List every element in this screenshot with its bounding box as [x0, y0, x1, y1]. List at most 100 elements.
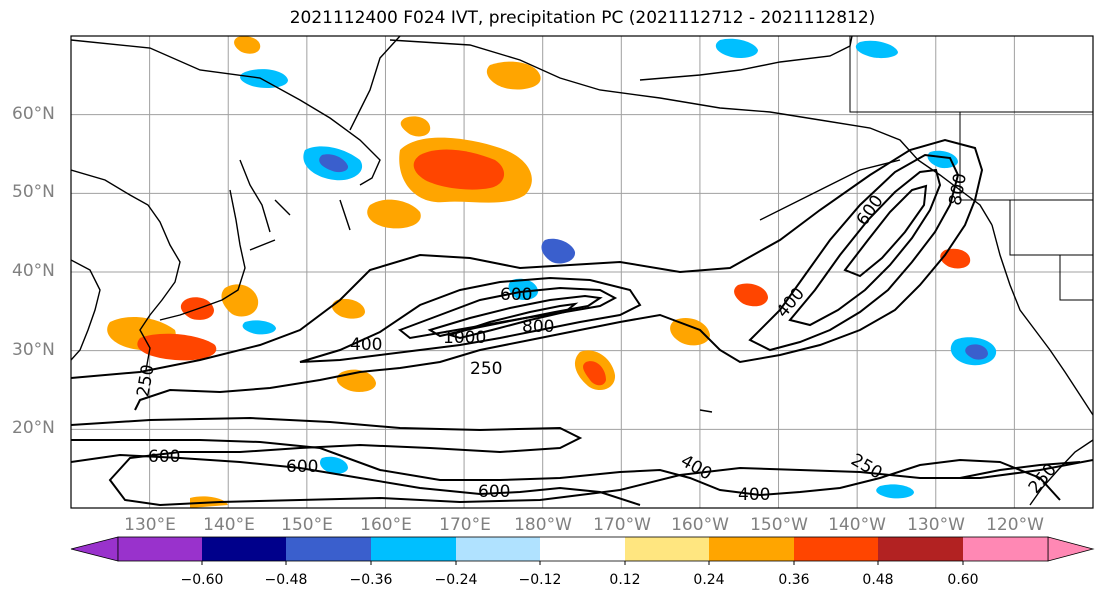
precip-blob: [734, 283, 768, 307]
coastline-shape: [71, 259, 101, 361]
colorbar-segment: [625, 537, 709, 561]
coastline-shape: [159, 189, 246, 321]
border-line: [849, 36, 1093, 301]
ivt-contour-1000: [446, 302, 579, 340]
colorbar-segment: [371, 537, 456, 561]
coastline-shape: [71, 39, 381, 233]
lon-label: 170°E: [439, 515, 491, 535]
lat-label: 20°N: [12, 418, 55, 438]
ivt-contour-600: [788, 168, 942, 327]
lat-label: 60°N: [12, 104, 55, 124]
contour-label: 600: [148, 447, 180, 467]
ivt-contour-400: [299, 276, 642, 363]
lon-label: 130°E: [124, 515, 176, 535]
colorbar-ticks: [201, 561, 964, 565]
precip-blob: [242, 320, 276, 335]
lon-label: 140°W: [828, 515, 886, 535]
colorbar-tick-label: 0.36: [778, 572, 810, 588]
contour-label: 400: [350, 335, 382, 355]
lat-label: 40°N: [12, 261, 55, 281]
lon-label: 150°W: [750, 515, 808, 535]
colorbar-segment: [202, 537, 286, 561]
contour-label: 800: [522, 317, 554, 337]
contour-label: 400: [738, 485, 770, 505]
colorbar-outline: [117, 536, 1049, 562]
colorbar-segment: [286, 537, 371, 561]
lon-label: 160°W: [671, 515, 729, 535]
colorbar-segment: [456, 537, 540, 561]
precip-blob: [331, 298, 365, 319]
contour-label: 600: [286, 457, 318, 477]
precip-blob: [221, 284, 259, 317]
precip-blob: [367, 199, 421, 229]
ivt-contour-600: [398, 286, 618, 340]
precip-blob: [319, 154, 349, 173]
precip-blob: [940, 248, 971, 269]
precip-blob: [583, 361, 606, 386]
ivt-contour-600: [71, 453, 641, 506]
colorbar-tick-label: −0.36: [349, 572, 393, 588]
lat-label: 50°N: [12, 182, 55, 202]
ivt-contour-250: [959, 461, 1081, 479]
colorbar-extend-max: [1047, 536, 1095, 562]
lon-label: 130°W: [907, 515, 965, 535]
precip-blob: [486, 61, 541, 90]
precip-blob: [965, 344, 988, 360]
coastline-shape: [1029, 439, 1093, 506]
precip-blob: [876, 484, 914, 499]
colorbar-tick-label: 0.12: [609, 572, 641, 588]
precip-blob: [670, 317, 710, 346]
colorbar-tick-label: 0.48: [862, 572, 894, 588]
lon-label: 160°E: [360, 515, 412, 535]
coastline-shape: [991, 224, 1093, 416]
colorbar-tick-label: −0.60: [180, 572, 224, 588]
coastlines: [71, 36, 1093, 506]
ivt-contour-250: [71, 138, 984, 411]
coastline-shape: [71, 169, 181, 371]
precip-blob: [927, 150, 958, 169]
colorbar: [70, 536, 1095, 565]
contour-label: 250: [470, 359, 502, 379]
precip-blob: [320, 456, 348, 475]
map-frame: [70, 35, 1094, 509]
colorbar-tick-label: −0.12: [518, 572, 562, 588]
colorbar-segment: [540, 537, 625, 561]
coastline-shape: [249, 159, 901, 413]
colorbar-segments: [70, 536, 1095, 562]
colorbar-extend-min: [70, 536, 119, 562]
colorbar-tick-label: −0.48: [264, 572, 308, 588]
colorbar-segment: [963, 537, 1048, 561]
borders: [849, 36, 1093, 301]
precip-positive-shading: [107, 36, 971, 508]
precip-blob: [234, 36, 261, 54]
precip-blob: [137, 333, 217, 361]
lon-label: 150°E: [281, 515, 333, 535]
precip-blob: [715, 38, 758, 58]
colorbar-tick-label: −0.24: [434, 572, 478, 588]
coastline-shape: [349, 36, 993, 226]
colorbar-tick-label: 0.24: [693, 572, 725, 588]
lon-label: 180°W: [514, 515, 572, 535]
precip-blob: [541, 238, 576, 264]
ivt-contours: [71, 138, 1093, 507]
precip-blob: [508, 278, 538, 300]
contour-label: 600: [478, 482, 510, 502]
gridlines: [71, 36, 1093, 508]
precip-blob: [855, 40, 898, 59]
ivt-contour-400: [71, 439, 1061, 501]
colorbar-segment: [118, 537, 202, 561]
colorbar-segment: [709, 537, 794, 561]
lat-label: 30°N: [12, 340, 55, 360]
precip-blob: [240, 69, 288, 88]
precip-negative-shading: [240, 38, 997, 499]
ivt-contour-250: [71, 416, 1093, 507]
precip-blob: [400, 116, 431, 137]
colorbar-segment: [878, 537, 963, 561]
map-title: 2021112400 F024 IVT, precipitation PC (2…: [289, 8, 876, 28]
colorbar-segment: [794, 537, 878, 561]
contour-label: 600: [500, 285, 532, 305]
lon-label: 170°W: [593, 515, 651, 535]
contour-label: 1000: [443, 328, 486, 348]
ivt-contour-400: [748, 153, 960, 352]
